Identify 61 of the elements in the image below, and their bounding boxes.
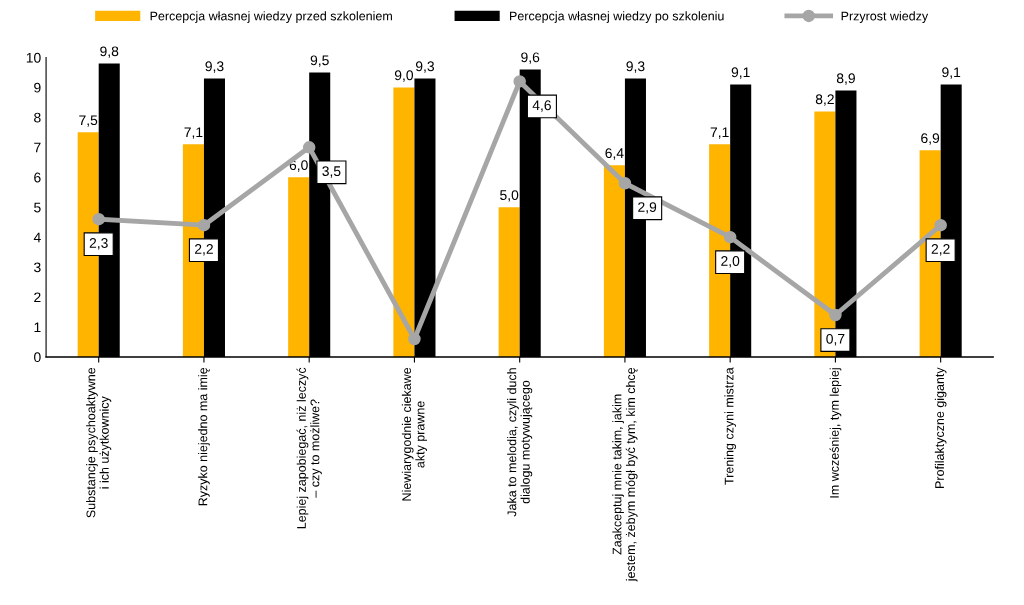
point — [934, 218, 947, 232]
data-label: 9,6 — [521, 52, 540, 64]
legend-label: Przyrost wiedzy — [841, 11, 929, 23]
data-label: 6,9 — [921, 133, 940, 145]
y-tick-label: 8 — [34, 112, 41, 123]
bar — [288, 177, 310, 357]
x-tick-label: Lepiej zapobiegać, niż leczyć – czy to możliwe? — [296, 367, 322, 529]
data-label: 7,1 — [184, 127, 203, 139]
point — [408, 332, 421, 346]
point — [197, 218, 211, 232]
y-tick-label: 9 — [34, 82, 41, 93]
y-tick-label: 5 — [34, 202, 41, 213]
data-label: 3,5 — [322, 166, 341, 178]
x-tick-label: Zaakceptuj mnie takim, jakim jestem, żebym mógł być tym, kim chcę — [612, 367, 638, 582]
point — [92, 212, 105, 226]
bar — [498, 207, 520, 357]
data-label: 9,1 — [942, 67, 961, 79]
y-tick-label: 6 — [34, 172, 41, 183]
bar — [393, 87, 415, 357]
data-label: 9,8 — [100, 46, 119, 58]
data-label: 2,3 — [89, 238, 108, 250]
y-tick-label: 1 — [34, 322, 41, 333]
y-tick-label: 7 — [34, 142, 41, 153]
point — [302, 141, 316, 154]
data-label: 5,0 — [500, 190, 519, 202]
data-label: 9,5 — [310, 55, 329, 67]
y-tick-label: 4 — [33, 232, 41, 243]
data-label: 9,3 — [626, 61, 645, 73]
data-label: 8,9 — [836, 73, 855, 85]
y-tick-label: 2 — [34, 292, 41, 303]
data-label: 7,5 — [79, 115, 98, 127]
data-label: 9,0 — [394, 70, 414, 82]
data-label: 9,3 — [415, 61, 434, 73]
x-tick-label: Im wcześniej, tym lepiej — [829, 368, 842, 498]
legend-label: Percepcja własnej wiedzy przed szkoleniem — [150, 11, 392, 23]
data-label: 2,9 — [638, 202, 657, 214]
x-tick-label: Substancje psychoaktywne i ich użytkownicy — [86, 367, 112, 518]
data-label: 2,2 — [194, 244, 213, 256]
data-label: 8,2 — [815, 94, 834, 106]
x-tick-label: Trening czyni mistrza — [724, 367, 736, 485]
data-label: 4,6 — [532, 100, 551, 112]
data-label: 9,1 — [731, 67, 750, 79]
point — [618, 177, 632, 190]
data-label: 6,4 — [605, 148, 624, 160]
point — [829, 308, 842, 322]
x-tick-label: Ryzyko niejedno ma imię — [198, 367, 210, 506]
x-tick-label: Profilaktyczne giganty — [934, 367, 947, 488]
point — [723, 230, 737, 244]
y-tick-label: 10 — [26, 52, 41, 63]
x-tick-label: Jaka to melodia, czyli duch dialogu motywującego — [507, 368, 533, 517]
data-label: 2,2 — [931, 244, 950, 256]
legend-label: Percepcja własnej wiedzy po szkoleniu — [510, 11, 724, 23]
bar — [603, 165, 625, 357]
point — [513, 75, 526, 88]
y-tick-label: 3 — [34, 262, 41, 273]
data-label: 2,0 — [721, 256, 740, 268]
y-tick-label: 0 — [34, 352, 41, 363]
data-label: 9,3 — [205, 61, 224, 73]
data-label: 7,1 — [710, 127, 729, 139]
x-tick-label: Niewiarygodnie ciekawe akty prawne — [401, 367, 427, 501]
data-label: 0,7 — [826, 333, 845, 346]
